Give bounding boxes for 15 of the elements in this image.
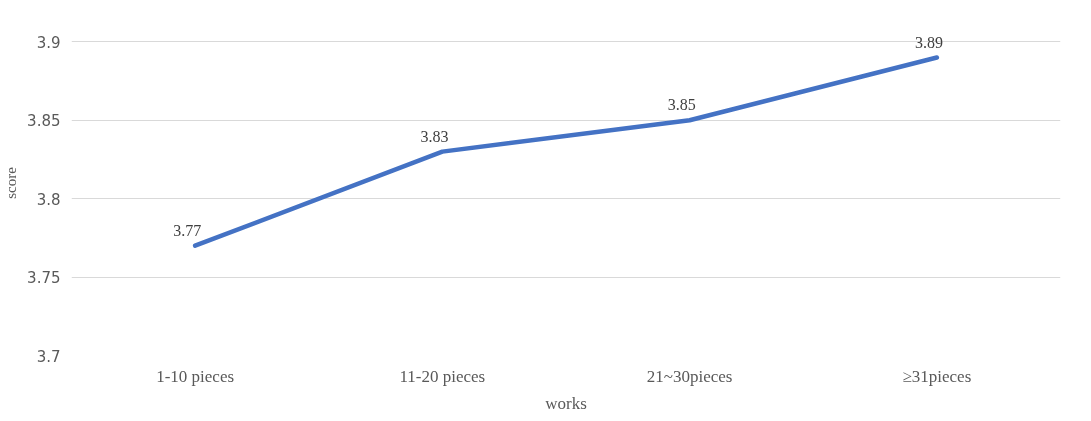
y-axis-title: score (3, 166, 20, 199)
data-label: 3.83 (420, 127, 449, 145)
y-tick-label: 3.8 (36, 190, 61, 209)
data-label: 3.89 (914, 33, 943, 51)
x-tick-label: 11-20 pieces (399, 366, 486, 386)
y-tick-label: 3.85 (27, 112, 61, 131)
y-tick-label: 3.75 (27, 269, 61, 288)
x-tick-label: 21~30pieces (646, 366, 733, 386)
data-label: 3.77 (173, 221, 202, 239)
x-axis-title: works (545, 393, 587, 413)
x-tick-label: ≥31pieces (902, 366, 972, 386)
data-label: 3.85 (667, 96, 696, 114)
x-tick-label: 1-10 pieces (156, 366, 235, 386)
y-tick-label: 3.7 (36, 347, 61, 366)
y-tick-label: 3.9 (36, 33, 61, 52)
